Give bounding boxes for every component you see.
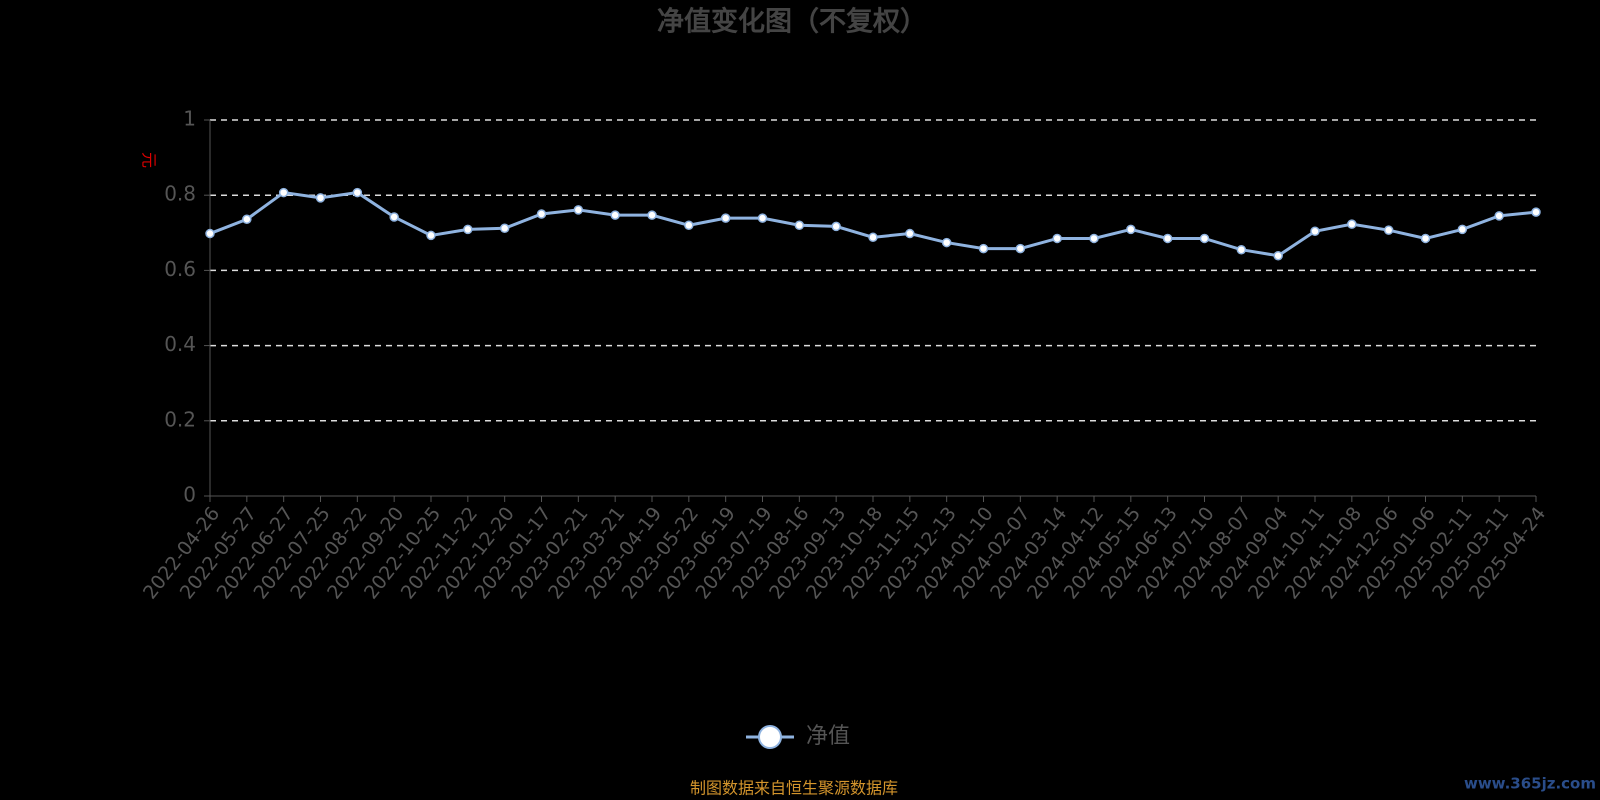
point: [1420, 233, 1431, 244]
y-tick-label: 1: [183, 107, 196, 131]
point: [389, 212, 399, 222]
point: [315, 193, 326, 203]
point: [536, 209, 547, 219]
point: [757, 213, 768, 223]
point: [905, 228, 915, 239]
point: [352, 187, 363, 198]
point: [1273, 250, 1283, 261]
point: [242, 214, 252, 225]
point: [831, 221, 841, 232]
point: [941, 237, 952, 248]
point: [1383, 225, 1394, 235]
point: [1310, 226, 1320, 237]
point: [794, 220, 805, 231]
y-tick-label: 0.8: [164, 182, 196, 206]
point: [1015, 243, 1026, 254]
y-tick-label: 0.4: [164, 332, 196, 356]
point: [205, 228, 215, 239]
y-tick-label: 0: [183, 483, 196, 507]
point: [1457, 224, 1468, 235]
point: [426, 230, 436, 241]
point: [1531, 207, 1541, 217]
source-note: 制图数据来自恒生聚源数据库: [690, 779, 898, 798]
point: [1236, 244, 1247, 255]
point: [1199, 233, 1210, 244]
y-axis-label: 元: [140, 152, 159, 168]
point: [1126, 224, 1136, 235]
y-tick-label: 0.2: [164, 407, 196, 431]
point: [1052, 233, 1062, 244]
point: [684, 220, 694, 231]
point: [1162, 233, 1173, 244]
point: [463, 224, 473, 235]
legend-label: 净值: [806, 724, 850, 749]
point: [1494, 211, 1504, 221]
point: [978, 243, 989, 254]
y-tick-label: 0.6: [164, 257, 196, 281]
point: [1089, 233, 1099, 244]
point: [278, 187, 289, 198]
legend-marker: [758, 725, 782, 749]
point: [610, 210, 620, 220]
point: [499, 223, 510, 234]
point: [868, 232, 878, 243]
point: [573, 205, 584, 215]
point: [647, 210, 657, 220]
point: [720, 213, 731, 223]
point: [1347, 219, 1357, 229]
chart-title: 净值变化图（不复权）: [657, 6, 927, 38]
watermark: www.365jz.com: [1464, 775, 1596, 793]
